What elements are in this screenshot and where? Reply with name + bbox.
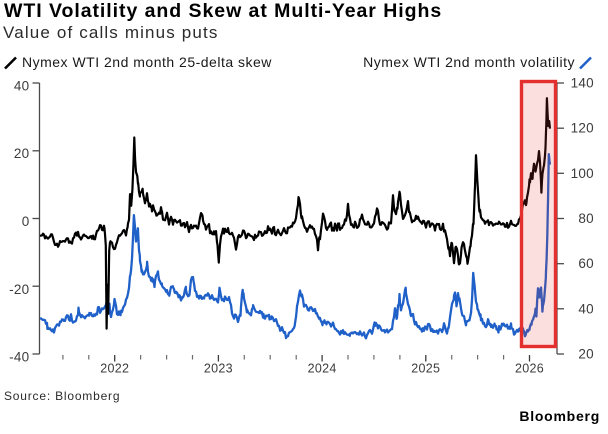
svg-text:2022: 2022 (100, 362, 129, 376)
svg-text:40: 40 (578, 301, 594, 316)
svg-text:60: 60 (578, 256, 594, 271)
svg-text:2025: 2025 (411, 362, 440, 376)
svg-text:20: 20 (578, 347, 594, 362)
svg-text:20: 20 (14, 146, 30, 161)
svg-text:2023: 2023 (204, 362, 233, 376)
svg-text:100: 100 (571, 166, 594, 181)
svg-text:-40: -40 (9, 350, 29, 365)
svg-text:0: 0 (22, 214, 30, 229)
svg-text:140: 140 (571, 76, 594, 91)
svg-text:-20: -20 (9, 282, 29, 297)
svg-text:2026: 2026 (515, 362, 544, 376)
svg-text:40: 40 (14, 79, 30, 94)
svg-text:2024: 2024 (308, 362, 337, 376)
svg-text:80: 80 (578, 211, 594, 226)
svg-text:120: 120 (571, 121, 594, 136)
